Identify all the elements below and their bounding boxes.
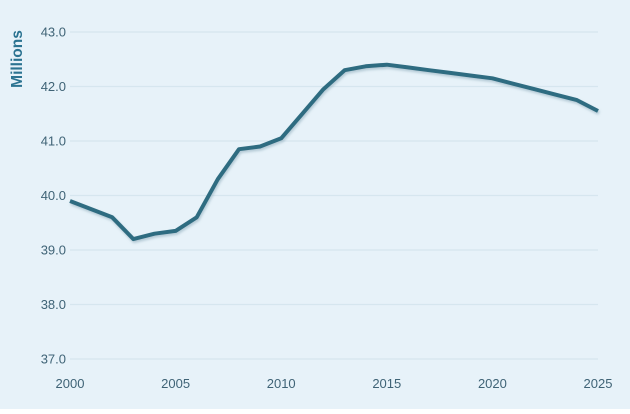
x-tick-label: 2025 bbox=[584, 376, 613, 391]
y-tick-label: 38.0 bbox=[41, 297, 66, 312]
x-tick-label: 2000 bbox=[56, 376, 85, 391]
x-tick-label: 2010 bbox=[267, 376, 296, 391]
y-tick-label: 41.0 bbox=[41, 134, 66, 149]
y-tick-label: 43.0 bbox=[41, 25, 66, 40]
x-tick-label: 2015 bbox=[372, 376, 401, 391]
x-tick-label: 2005 bbox=[161, 376, 190, 391]
y-axis-title: Millions bbox=[9, 30, 26, 88]
data-line bbox=[69, 62, 599, 242]
x-tick-label: 2020 bbox=[478, 376, 507, 391]
y-axis-tick-labels: 43.0 42.0 41.0 40.0 39.0 38.0 37.0 bbox=[41, 25, 66, 367]
x-axis-tick-labels: 2000 2005 2010 2015 2020 2025 bbox=[56, 376, 613, 391]
gridlines bbox=[70, 31, 598, 360]
y-tick-label: 42.0 bbox=[41, 79, 66, 94]
y-tick-label: 37.0 bbox=[41, 352, 66, 367]
y-tick-label: 40.0 bbox=[41, 188, 66, 203]
y-tick-label: 39.0 bbox=[41, 243, 66, 258]
